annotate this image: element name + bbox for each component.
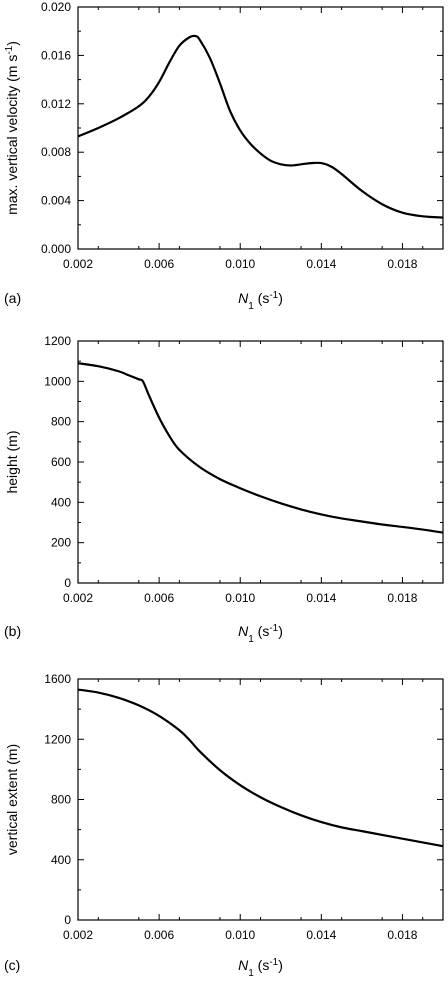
- chart-panel-2: 0.002 0.006 0.010 0.014 0.018 0 200 400 600 800 10…: [4, 334, 444, 645]
- x-tick-label: 0.010: [225, 928, 255, 942]
- y-tick-label: 0: [64, 576, 71, 590]
- x-tick-label: 0.014: [306, 928, 336, 942]
- y-tick-label: 0.004: [41, 194, 71, 208]
- y-axis-label: max. vertical velocity (m s-1): [4, 41, 21, 215]
- y-tick-label: 0.012: [41, 97, 71, 111]
- x-axis-unit: (s: [254, 290, 270, 306]
- x-axis-unit-sup: -1: [269, 623, 278, 634]
- plot-frame: [77, 6, 444, 250]
- x-axis-subscript: 1: [248, 301, 254, 312]
- x-tick-label: 0.018: [387, 928, 417, 942]
- x-tick-label: 0.018: [387, 257, 417, 271]
- x-tick-label: 0.010: [225, 591, 255, 605]
- x-tick-label: 0.014: [306, 591, 336, 605]
- x-axis-unit: (s: [254, 623, 270, 639]
- y-tick-label: 800: [51, 415, 71, 429]
- y-tick-label: 800: [51, 793, 71, 807]
- series-line-1: [77, 688, 444, 848]
- y-tick-label: 1200: [44, 732, 71, 746]
- y-tick-label: 600: [51, 455, 71, 469]
- x-axis-unit-sup: -1: [269, 290, 278, 301]
- x-axis-unit-close: ): [278, 290, 283, 306]
- x-tick-label: 0.002: [63, 591, 93, 605]
- x-axis-symbol: N: [238, 623, 249, 639]
- y-axis-label-close: ): [4, 41, 20, 46]
- panel-label: (a): [4, 290, 21, 306]
- y-tick-label: 0.000: [41, 242, 71, 256]
- y-tick-label: 0.020: [41, 0, 71, 14]
- x-tick-label: 0.006: [144, 257, 174, 271]
- x-axis-symbol: N: [238, 957, 249, 973]
- x-tick-label: 0.014: [306, 257, 336, 271]
- x-axis-label: N1 (s-1): [238, 623, 283, 645]
- x-axis-unit-close: ): [278, 957, 283, 973]
- y-tick-label: 400: [51, 495, 71, 509]
- chart-panel-3: 0.002 0.006 0.010 0.014 0.018 0 400 800 1200 1600…: [4, 672, 444, 979]
- series-line-1: [77, 362, 444, 534]
- y-tick-label: 1600: [44, 672, 71, 686]
- y-tick-label: 400: [51, 853, 71, 867]
- x-axis-symbol: N: [238, 290, 249, 306]
- y-tick-label: 0.008: [41, 145, 71, 159]
- y-axis-label: vertical extent (m): [4, 744, 20, 855]
- x-tick-label: 0.018: [387, 591, 417, 605]
- x-axis-label: N1 (s-1): [238, 290, 283, 312]
- y-tick-label: 0.016: [41, 48, 71, 62]
- x-tick-label: 0.002: [63, 928, 93, 942]
- x-axis-unit-close: ): [278, 623, 283, 639]
- y-axis-label-text: height (m): [4, 430, 20, 493]
- x-tick-label: 0.006: [144, 591, 174, 605]
- x-tick-label: 0.006: [144, 928, 174, 942]
- plot-frame: [77, 678, 444, 921]
- panel-label: (c): [4, 957, 20, 973]
- y-axis-label-sup: -1: [4, 45, 15, 54]
- x-axis-subscript: 1: [248, 634, 254, 645]
- panel-label: (b): [4, 623, 21, 639]
- x-tick-label: 0.002: [63, 257, 93, 271]
- y-axis-label-text: max. vertical velocity (m s: [4, 55, 20, 215]
- x-tick-label: 0.010: [225, 257, 255, 271]
- series-line-1: [77, 34, 444, 219]
- x-axis-label: N1 (s-1): [238, 957, 283, 979]
- y-tick-label: 1000: [44, 374, 71, 388]
- y-tick-label: 1200: [44, 334, 71, 348]
- y-axis-label: height (m): [4, 430, 20, 493]
- y-axis-label-text: vertical extent (m): [4, 744, 20, 855]
- chart-panel-1: 0.002 0.006 0.010 0.014 0.018 0.000 0.004 0.008…: [4, 0, 444, 312]
- y-tick-label: 200: [51, 536, 71, 550]
- y-tick-label: 0: [64, 913, 71, 927]
- x-axis-subscript: 1: [248, 968, 254, 979]
- x-axis-unit: (s: [254, 957, 270, 973]
- x-axis-unit-sup: -1: [269, 957, 278, 968]
